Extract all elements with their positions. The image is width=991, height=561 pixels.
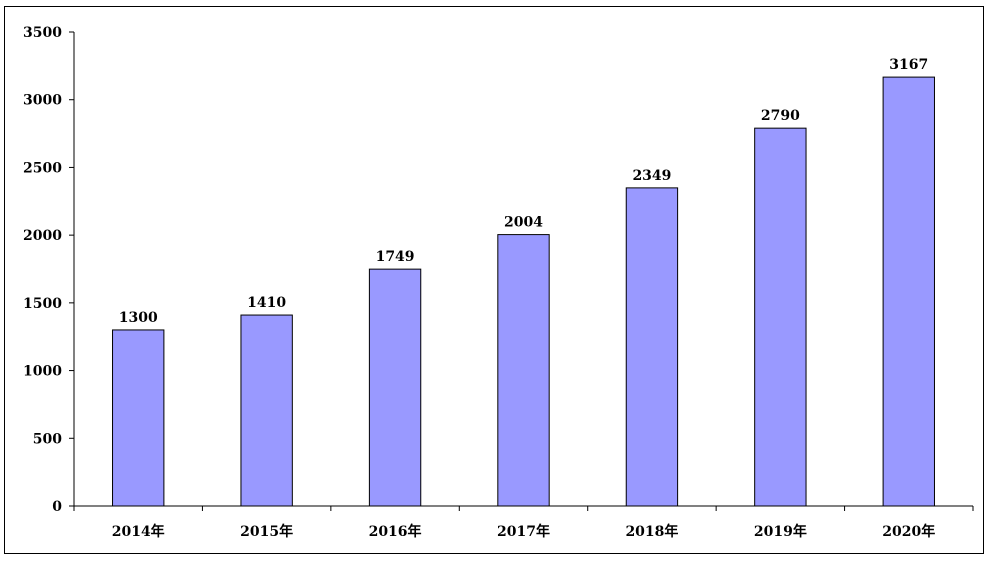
chart-frame — [4, 6, 984, 554]
bar-value-label: 2004 — [504, 215, 543, 231]
y-tick-label: 3500 — [23, 25, 62, 41]
bar — [882, 76, 935, 507]
bars — [112, 76, 935, 507]
x-axis: 2014年 2015年 2016年 2017年 2018年 2019年 2020年 — [73, 505, 974, 540]
bar — [368, 268, 422, 507]
x-category-label: 2015年 — [240, 523, 293, 540]
bar-value-label: 2790 — [761, 108, 800, 124]
bar — [240, 314, 293, 507]
bar — [497, 234, 550, 507]
x-category-label: 2020年 — [882, 523, 935, 540]
bar-value-label: 2349 — [632, 168, 671, 184]
bar — [625, 187, 679, 507]
data-labels: 1300 1410 1749 2004 2349 2790 3167 — [119, 57, 929, 326]
bar-value-label: 3167 — [889, 57, 928, 73]
y-tick-label: 500 — [33, 431, 62, 447]
x-category-label: 2019年 — [754, 523, 807, 540]
y-axis: 0 500 1000 1500 2000 2500 3000 3500 — [23, 25, 75, 515]
bar — [754, 127, 807, 507]
x-category-label: 2014年 — [112, 523, 165, 540]
x-category-label: 2017年 — [497, 523, 550, 540]
bar-value-label: 1300 — [119, 310, 158, 326]
y-tick-label: 3000 — [23, 93, 62, 109]
y-tick-label: 1500 — [23, 296, 62, 312]
y-tick-label: 2000 — [23, 228, 62, 244]
x-category-label: 2016年 — [369, 523, 422, 540]
y-tick-label: 0 — [52, 499, 62, 515]
y-tick-label: 2500 — [23, 160, 62, 176]
y-tick-label: 1000 — [23, 364, 62, 380]
bar-value-label: 1749 — [376, 249, 415, 265]
x-category-label: 2018年 — [625, 523, 678, 540]
bar-value-label: 1410 — [247, 295, 286, 311]
bar — [112, 329, 165, 507]
